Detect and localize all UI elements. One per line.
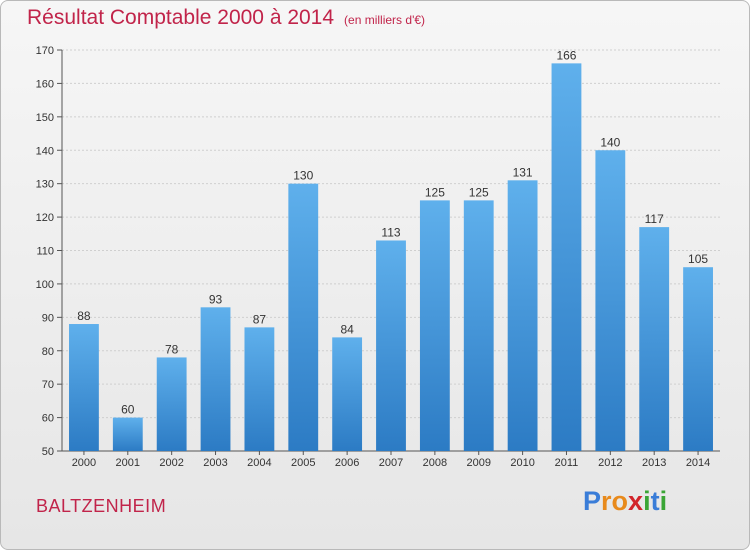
bar-2009 (463, 200, 494, 451)
bar-2013 (639, 227, 670, 451)
y-tick-label: 120 (36, 212, 54, 224)
data-label: 113 (381, 225, 400, 239)
logo-letter: t (650, 486, 660, 516)
bar-2001 (112, 417, 143, 451)
y-tick-label: 110 (36, 246, 54, 258)
x-tick-labels: 2000 2001 2002 2003 2004 2005 2006 2007 2008 2009… (72, 451, 710, 469)
bar-2007 (376, 240, 406, 451)
data-label: 131 (513, 165, 533, 179)
x-tick-label: 2011 (555, 457, 579, 469)
x-tick-label: 2000 (72, 457, 96, 469)
x-tick-label: 2014 (686, 457, 710, 469)
x-tick-label: 2007 (379, 457, 403, 469)
location-name: BALTZENHEIM (36, 496, 167, 516)
bar-2014 (683, 267, 713, 451)
data-label: 84 (340, 322, 354, 336)
y-tick-label: 60 (42, 413, 54, 425)
x-tick-label: 2005 (291, 457, 315, 469)
y-tick-label: 70 (42, 379, 54, 391)
x-tick-label: 2008 (423, 457, 447, 469)
y-tick-label: 130 (36, 179, 54, 191)
data-label: 117 (645, 212, 664, 226)
bar-2012 (595, 150, 626, 451)
x-tick-label: 2003 (203, 457, 227, 469)
logo-letter: i (659, 486, 668, 516)
bar-2005 (288, 183, 319, 451)
data-label: 130 (293, 169, 313, 183)
y-tick-label: 150 (36, 112, 54, 124)
chart-title-text: Résultat Comptable 2000 à 2014 (27, 6, 335, 29)
data-label: 105 (688, 252, 708, 266)
bar-2000 (69, 324, 99, 451)
y-tick-label: 160 (36, 78, 54, 90)
logo-letter: x (628, 486, 644, 516)
data-label: 125 (469, 185, 489, 199)
y-tick-labels: 50 60 70 80 90 100 110 120 130 140 150 160 170 (36, 45, 54, 458)
data-label: 125 (425, 185, 445, 199)
proxiti-logo: Proxiti (583, 486, 667, 517)
data-label: 88 (77, 309, 91, 323)
y-tick-label: 100 (36, 279, 54, 291)
data-label: 166 (556, 48, 576, 62)
y-tick-label: 80 (42, 346, 54, 358)
x-tick-label: 2002 (159, 457, 183, 469)
bar-2006 (332, 337, 363, 451)
bar-2010 (507, 180, 538, 451)
bar-2008 (419, 200, 450, 451)
y-tick-label: 90 (42, 312, 54, 324)
bar-2011 (551, 63, 582, 451)
x-tick-label: 2006 (335, 457, 359, 469)
unit-note: (en milliers d'€) (344, 13, 426, 27)
logo-letter: P (583, 486, 602, 516)
y-tick-label: 140 (36, 145, 54, 157)
logo-letter: o (611, 486, 629, 516)
data-labels: 88 60 78 93 87 130 84 113 125 125 131 166 140 117 105 (77, 48, 708, 416)
x-tick-label: 2004 (247, 457, 271, 469)
bar-2003 (200, 307, 231, 451)
x-tick-label: 2010 (510, 457, 534, 469)
data-label: 93 (209, 292, 223, 306)
x-tick-label: 2001 (116, 457, 140, 469)
y-tick-label: 50 (42, 446, 54, 458)
x-tick-label: 2009 (466, 457, 490, 469)
data-label: 60 (121, 403, 135, 417)
data-label: 87 (253, 312, 267, 326)
x-tick-label: 2013 (642, 457, 666, 469)
bar-2004 (244, 327, 275, 451)
chart-title: Résultat Comptable 2000 à 2014 (en millie… (27, 6, 425, 30)
x-tick-label: 2012 (598, 457, 622, 469)
bar-2002 (156, 357, 187, 451)
y-tick-label: 170 (36, 45, 54, 57)
data-label: 78 (165, 342, 179, 356)
data-label: 140 (600, 135, 620, 149)
logo-letter: i (643, 486, 651, 516)
bars (69, 63, 713, 451)
logo-letter: r (601, 486, 612, 516)
